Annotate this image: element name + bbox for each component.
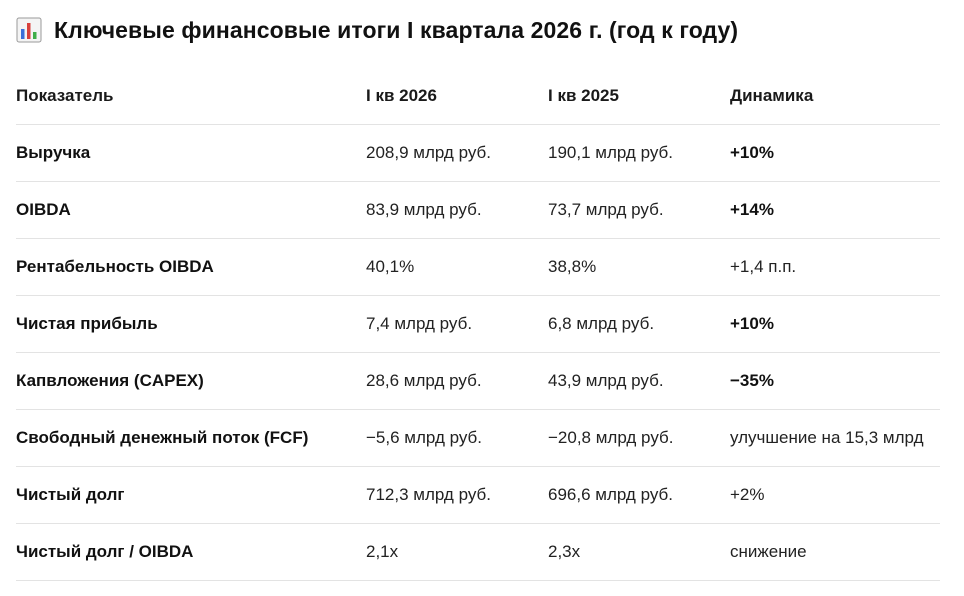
- change-cell: снижение: [730, 523, 940, 581]
- column-header-metric: Показатель: [16, 68, 366, 125]
- column-header-q1-2026: I кв 2026: [366, 68, 548, 125]
- table-row: Рентабельность OIBDA 40,1% 38,8% +1,4 п.п.: [16, 238, 940, 296]
- table-row: Чистый долг 712,3 млрд руб. 696,6 млрд руб…: [16, 466, 940, 524]
- q1-2025-cell: 6,8 млрд руб.: [548, 295, 730, 353]
- title-row: Ключевые финансовые итоги I квартала 202…: [16, 12, 738, 48]
- metric-cell: Свободный денежный поток (FCF): [16, 409, 366, 467]
- column-header-change: Динамика: [730, 68, 940, 125]
- change-cell: +10%: [730, 124, 940, 182]
- q1-2026-cell: 712,3 млрд руб.: [366, 466, 548, 524]
- table-row: Капвложения (CAPEX) 28,6 млрд руб. 43,9 мл…: [16, 352, 940, 410]
- metric-cell: OIBDA: [16, 181, 366, 239]
- change-cell: −35%: [730, 352, 940, 410]
- q1-2025-cell: 43,9 млрд руб.: [548, 352, 730, 410]
- q1-2025-cell: 696,6 млрд руб.: [548, 466, 730, 524]
- q1-2025-cell: 2,3x: [548, 523, 730, 581]
- metric-cell: Выручка: [16, 124, 366, 182]
- q1-2026-cell: 2,1x: [366, 523, 548, 581]
- change-cell: +1,4 п.п.: [730, 238, 940, 296]
- change-cell: +14%: [730, 181, 940, 239]
- metric-cell: Чистый долг: [16, 466, 366, 524]
- metric-cell: Рентабельность OIBDA: [16, 238, 366, 296]
- q1-2025-cell: −20,8 млрд руб.: [548, 409, 730, 467]
- q1-2026-cell: −5,6 млрд руб.: [366, 409, 548, 467]
- table-header-row: Показатель I кв 2026 I кв 2025 Динамика: [16, 68, 940, 125]
- table-row: OIBDA 83,9 млрд руб. 73,7 млрд руб. +14%: [16, 181, 940, 239]
- metric-cell: Капвложения (CAPEX): [16, 352, 366, 410]
- metric-cell: Чистый долг / OIBDA: [16, 523, 366, 581]
- table-row: Чистый долг / OIBDA 2,1x 2,3x снижение: [16, 523, 940, 581]
- financial-results-table: Показатель I кв 2026 I кв 2025 Динамика …: [16, 68, 940, 581]
- q1-2026-cell: 208,9 млрд руб.: [366, 124, 548, 182]
- q1-2026-cell: 83,9 млрд руб.: [366, 181, 548, 239]
- bar-chart-icon: [16, 17, 42, 43]
- q1-2025-cell: 73,7 млрд руб.: [548, 181, 730, 239]
- page-title: Ключевые финансовые итоги I квартала 202…: [54, 16, 739, 43]
- column-header-q1-2025: I кв 2025: [548, 68, 730, 125]
- table-row: Свободный денежный поток (FCF) −5,6 млрд …: [16, 409, 940, 467]
- table-row: Чистая прибыль 7,4 млрд руб. 6,8 млрд руб.…: [16, 295, 940, 353]
- q1-2025-cell: 190,1 млрд руб.: [548, 124, 730, 182]
- q1-2025-cell: 38,8%: [548, 238, 730, 296]
- change-cell: +2%: [730, 466, 940, 524]
- change-cell: +10%: [730, 295, 940, 353]
- metric-cell: Чистая прибыль: [16, 295, 366, 353]
- change-cell: улучшение на 15,3 млрд: [730, 409, 940, 467]
- q1-2026-cell: 28,6 млрд руб.: [366, 352, 548, 410]
- q1-2026-cell: 7,4 млрд руб.: [366, 295, 548, 353]
- q1-2026-cell: 40,1%: [366, 238, 548, 296]
- table-row: Выручка 208,9 млрд руб. 190,1 млрд руб. +10…: [16, 124, 940, 182]
